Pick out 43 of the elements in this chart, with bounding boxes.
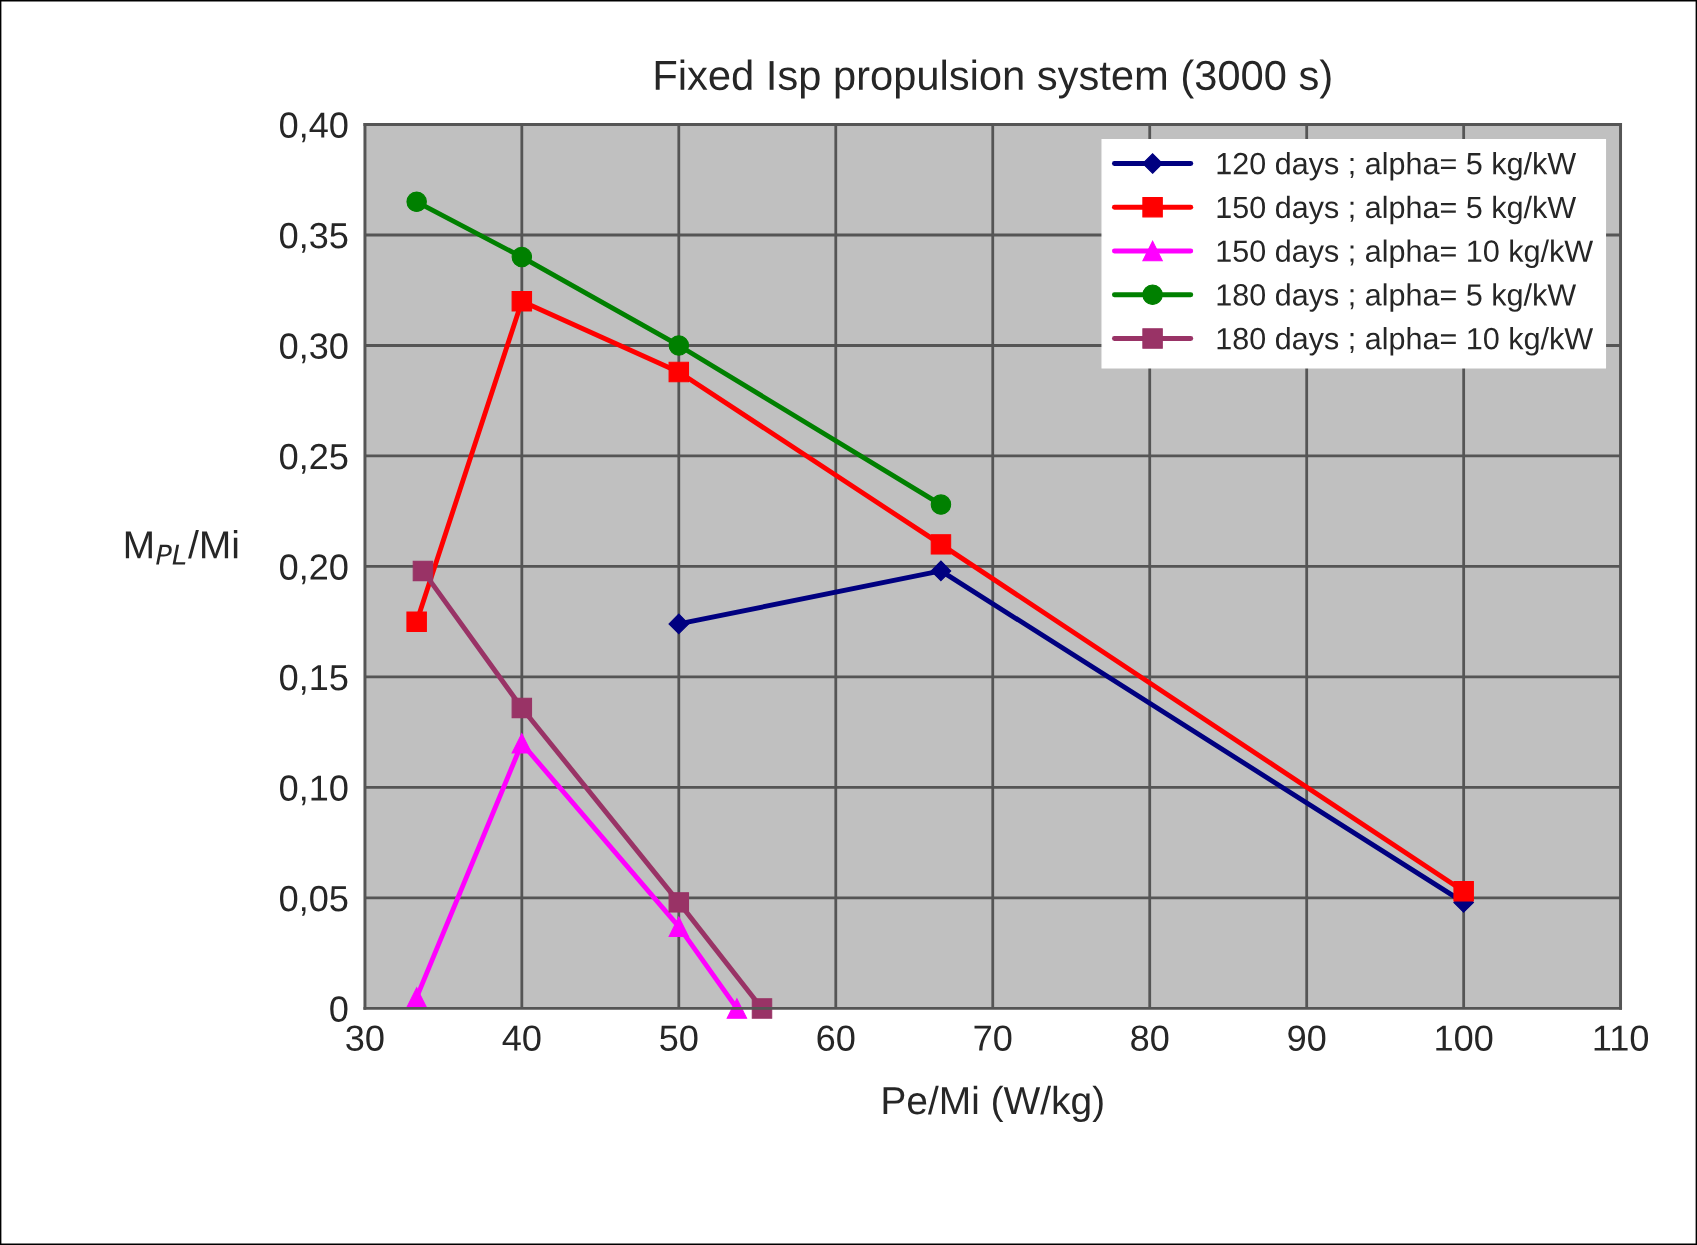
point (1453, 881, 1474, 902)
y-axis-title: M$_{PL}$/Mi (125, 530, 238, 565)
legend-label: 150 days ; alpha= 10 kg/kW (1217, 239, 1594, 269)
x-tick-label: 80 (1131, 1025, 1169, 1051)
y-tick-label: 0,25 (280, 443, 348, 474)
point (511, 697, 533, 719)
x-tick-label: 70 (974, 1025, 1012, 1051)
x-tick-label: 50 (660, 1025, 698, 1051)
y-tick-label: 0,15 (280, 664, 348, 695)
point (511, 246, 533, 268)
point (668, 916, 690, 937)
point (511, 291, 533, 312)
y-tick-label: 0 (330, 996, 348, 1022)
legend-label: 180 days ; alpha= 5 kg/kW (1217, 283, 1577, 312)
x-axis-title: Pe/Mi (W/kg) (883, 1085, 1103, 1123)
point (668, 613, 690, 635)
legend-label: 150 days ; alpha= 5 kg/kW (1217, 195, 1577, 225)
point (930, 560, 952, 582)
point (511, 733, 533, 754)
x-tick-label: 60 (817, 1025, 855, 1051)
chart-title: Fixed Isp propulsion system (3000 s) (655, 59, 1331, 99)
y-tick-label: 0,10 (280, 775, 348, 806)
y-tick-label: 0,35 (280, 222, 348, 253)
y-tick-label: 0,30 (280, 333, 348, 364)
point (406, 611, 427, 632)
legend-label: 120 days ; alpha= 5 kg/kW (1217, 152, 1577, 181)
point (406, 987, 427, 1008)
y-tick-label: 0,40 (280, 112, 348, 143)
point (668, 892, 690, 913)
legend-label: 180 days ; alpha= 10 kg/kW (1217, 327, 1594, 356)
point (930, 494, 952, 515)
x-tick-label: 90 (1288, 1025, 1326, 1051)
x-tick-label: 100 (1436, 1025, 1493, 1051)
y-tick-label: 0,05 (280, 885, 348, 916)
y-tick-label: 0,20 (280, 554, 348, 585)
point (668, 361, 690, 383)
point (930, 534, 952, 555)
point (668, 335, 690, 356)
x-tick-label: 40 (502, 1025, 541, 1051)
x-tick-label: 110 (1594, 1025, 1649, 1051)
x-tick-label: 30 (346, 1025, 384, 1051)
point (412, 560, 434, 582)
point (406, 191, 427, 213)
